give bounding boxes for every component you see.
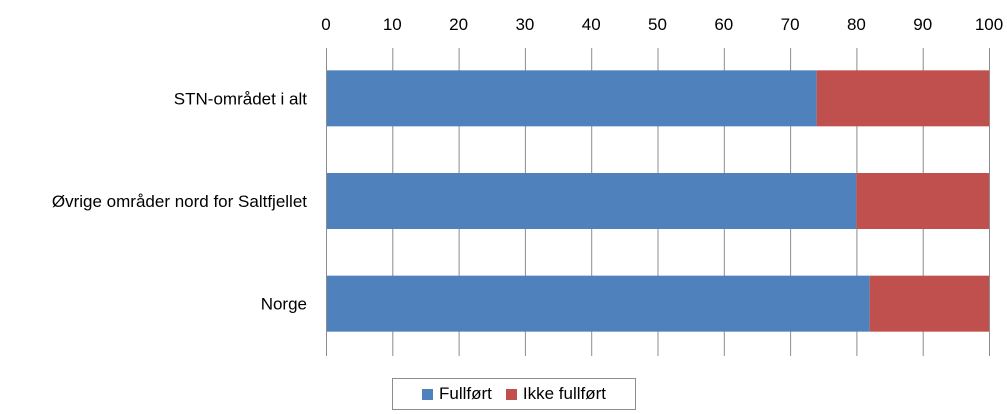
bar-fullfort-0 [326,70,817,127]
bar-ikke-fullfort-1 [856,173,989,229]
category-label-2: Norge [261,295,307,314]
x-tick-label-30: 30 [515,15,534,34]
category-label-1: Øvrige områder nord for Saltfjellet [52,192,307,211]
legend-item-fullfort: Fullført [421,384,492,404]
legend-label-fullfort: Fullført [438,384,492,403]
bars [326,70,989,332]
x-tick-label-60: 60 [714,15,733,34]
bar-fullfort-2 [326,275,870,332]
x-tick-label-90: 90 [913,15,932,34]
bar-ikke-fullfort-0 [816,70,989,127]
x-tick-label-100: 100 [975,15,1003,34]
x-tick-label-50: 50 [648,15,667,34]
bar-fullfort-1 [326,173,857,229]
bar-ikke-fullfort-2 [869,275,989,332]
legend: Fullført Ikke fullført [392,378,636,410]
x-tick-label-70: 70 [781,15,800,34]
x-tick-label-80: 80 [847,15,866,34]
category-labels: STN-området i alt Øvrige områder nord for… [52,89,307,313]
legend-item-ikke-fullfort: Ikke fullført [505,384,606,404]
x-axis-ticks: 0 10 20 30 40 50 60 70 80 90 100 [321,15,1003,34]
legend-swatch-fullfort [421,388,433,400]
x-tick-label-10: 10 [383,15,402,34]
legend-label-ikke-fullfort: Ikke fullført [522,384,606,403]
category-label-0: STN-området i alt [174,89,307,108]
x-tick-label-20: 20 [449,15,468,34]
x-tick-label-0: 0 [321,15,330,34]
legend-swatch-ikke-fullfort [505,388,517,400]
x-tick-label-40: 40 [582,15,601,34]
